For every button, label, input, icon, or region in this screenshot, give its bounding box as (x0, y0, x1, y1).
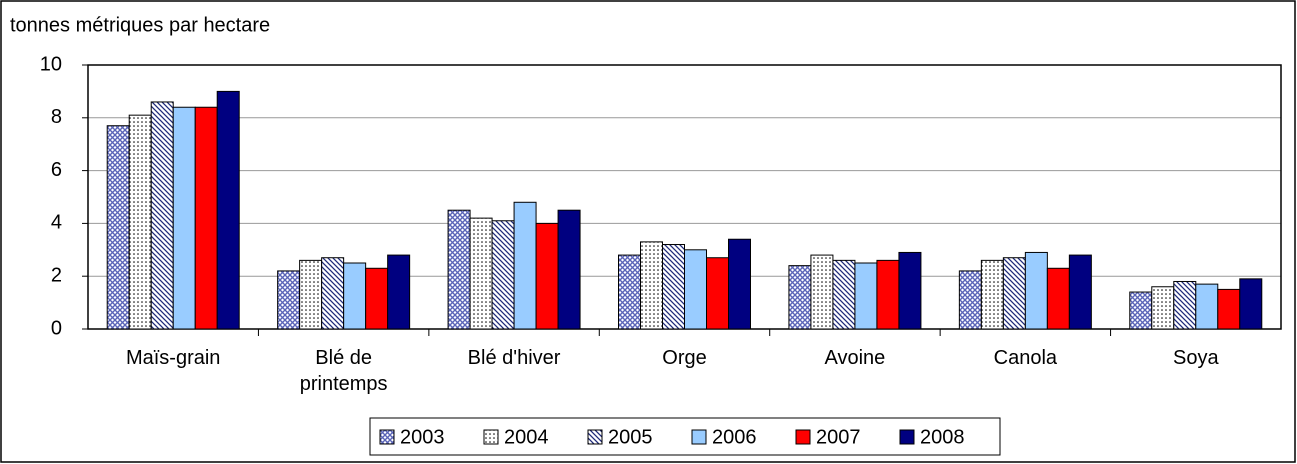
bar (106, 125, 130, 330)
bar (557, 209, 581, 330)
x-tick-label: Soya (1172, 347, 1219, 369)
bar (640, 241, 663, 330)
legend-box (369, 417, 1001, 456)
bar (535, 222, 559, 330)
legend-label: 2008 (920, 426, 965, 448)
y-axis-label: tonnes métriques par hectare (10, 14, 270, 36)
legend-label: 2004 (504, 426, 549, 448)
legend-swatch (899, 429, 915, 445)
legend-label: 2003 (400, 426, 445, 448)
bar (706, 257, 729, 330)
bar (1239, 278, 1263, 330)
legend-swatch (379, 429, 395, 445)
x-tick-label: Maïs-grain (125, 347, 221, 369)
bar (876, 259, 900, 330)
bar (898, 251, 922, 330)
bar (832, 259, 856, 330)
bar (684, 249, 707, 330)
y-tick-label: 0 (51, 317, 62, 339)
bar (662, 244, 685, 330)
bar (491, 220, 515, 330)
bar (1129, 291, 1153, 330)
bar (277, 270, 301, 330)
y-tick-label: 8 (51, 106, 62, 128)
bar (299, 259, 323, 330)
bar (1068, 254, 1092, 330)
x-tick-label: Avoine (824, 347, 886, 369)
bar (1151, 286, 1175, 330)
legend-label: 2005 (608, 426, 653, 448)
legend-swatch (483, 429, 499, 445)
bar (387, 254, 411, 330)
bar (788, 265, 812, 330)
bar (1173, 280, 1197, 330)
legend-swatch (795, 429, 811, 445)
bar (1024, 251, 1048, 330)
bar (618, 254, 641, 330)
bar (128, 114, 152, 330)
bar (728, 238, 751, 330)
x-tick-label: Canola (993, 347, 1058, 369)
legend-swatch (691, 429, 707, 445)
legend-label: 2006 (712, 426, 757, 448)
x-tick-label: Orge (662, 347, 707, 369)
y-tick-label: 2 (51, 264, 62, 286)
x-tick-label: Blé de printemps (299, 347, 388, 395)
bar (216, 90, 240, 330)
bar (1195, 283, 1219, 330)
legend: 2003 2004 2005 2006 2007 2008 (369, 417, 1001, 456)
bar (1002, 257, 1026, 330)
bar (365, 267, 389, 330)
bar (513, 201, 537, 330)
legend-label: 2007 (816, 426, 861, 448)
bar (958, 270, 982, 330)
bar (343, 262, 367, 330)
bar (321, 257, 345, 330)
bar (469, 217, 493, 330)
y-tick-label: 4 (51, 212, 62, 234)
bar (810, 254, 834, 330)
x-tick-label: Blé d'hiver (467, 347, 561, 369)
y-tick-label: 6 (51, 159, 62, 181)
bar (980, 259, 1004, 330)
y-tick-label: 10 (40, 53, 62, 75)
legend-swatch (587, 429, 603, 445)
bar (172, 106, 196, 330)
bar (194, 106, 218, 330)
bar (854, 262, 878, 330)
bar (1046, 267, 1070, 330)
bar (1217, 288, 1241, 330)
bar (447, 209, 471, 330)
bar (150, 101, 174, 330)
